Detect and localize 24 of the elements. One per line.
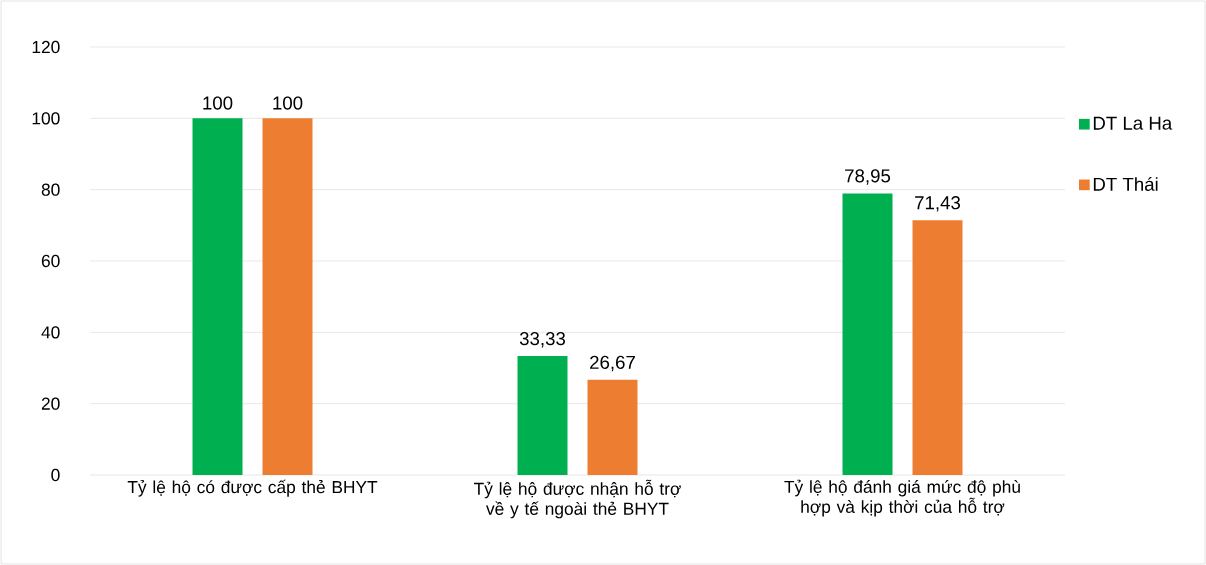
y-tick-label: 60 bbox=[41, 254, 60, 268]
data-label: 26,67 bbox=[590, 355, 635, 372]
bar bbox=[912, 220, 963, 475]
bar bbox=[842, 193, 893, 475]
x-tick-label: Tỷ lệ hộ đánh giá mức độ phù hợp và kịp thời của hỗ trợ bbox=[784, 479, 1020, 517]
data-label: 100 bbox=[203, 96, 233, 110]
legend-label: DT La Ha bbox=[1093, 116, 1173, 130]
x-tick-label: Tỷ lệ hộ được nhận hỗ trợ về y tế ngoài thẻ BHYT bbox=[474, 479, 681, 519]
y-tick-label: 20 bbox=[41, 397, 60, 410]
data-label: 100 bbox=[273, 96, 303, 110]
bar bbox=[262, 118, 313, 475]
data-label: 33,33 bbox=[519, 331, 566, 348]
y-tick-label: 80 bbox=[41, 183, 60, 196]
y-tick-label: 100 bbox=[32, 112, 60, 125]
bar bbox=[192, 118, 243, 475]
legend-label: DT Thái bbox=[1093, 176, 1158, 191]
y-tick-label: 40 bbox=[41, 326, 60, 339]
y-tick-label: 120 bbox=[32, 40, 60, 54]
y-tick-label: 0 bbox=[51, 468, 60, 482]
data-label: 71,43 bbox=[915, 196, 961, 212]
x-tick-label: Tỷ lệ hộ có được cấp thẻ BHYT bbox=[127, 479, 378, 497]
data-label: 78,95 bbox=[845, 169, 891, 185]
bar bbox=[517, 356, 568, 475]
bar bbox=[587, 379, 638, 475]
